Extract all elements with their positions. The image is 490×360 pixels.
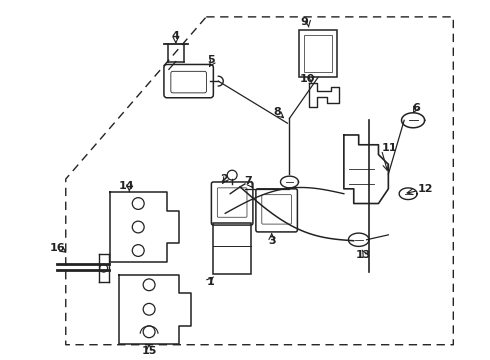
Text: 8: 8: [274, 107, 281, 117]
Bar: [213, 223, 251, 274]
Text: 13: 13: [356, 251, 371, 260]
Text: 6: 6: [412, 103, 420, 113]
Text: 11: 11: [381, 143, 397, 153]
Bar: [299, 30, 337, 77]
Text: 7: 7: [244, 176, 252, 186]
Text: 14: 14: [119, 181, 134, 191]
Text: 16: 16: [49, 243, 65, 253]
Text: 1: 1: [206, 277, 214, 287]
Bar: [304, 35, 332, 72]
Text: 4: 4: [172, 31, 180, 41]
Text: 15: 15: [142, 346, 157, 356]
Text: 3: 3: [268, 236, 275, 246]
Text: 5: 5: [208, 55, 215, 64]
Text: 12: 12: [418, 184, 434, 194]
Text: 2: 2: [220, 174, 228, 184]
Text: 9: 9: [300, 17, 308, 27]
Text: 10: 10: [299, 74, 315, 84]
